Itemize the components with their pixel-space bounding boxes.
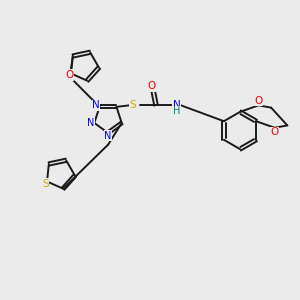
Text: N: N — [92, 100, 100, 110]
Text: N: N — [87, 118, 94, 128]
Text: O: O — [65, 70, 74, 80]
Text: H: H — [173, 106, 180, 116]
Text: O: O — [147, 81, 156, 91]
Text: N: N — [172, 100, 180, 110]
Text: O: O — [271, 127, 279, 137]
Text: S: S — [42, 179, 49, 189]
Text: N: N — [104, 131, 112, 141]
Text: S: S — [130, 100, 136, 110]
Text: O: O — [254, 96, 263, 106]
